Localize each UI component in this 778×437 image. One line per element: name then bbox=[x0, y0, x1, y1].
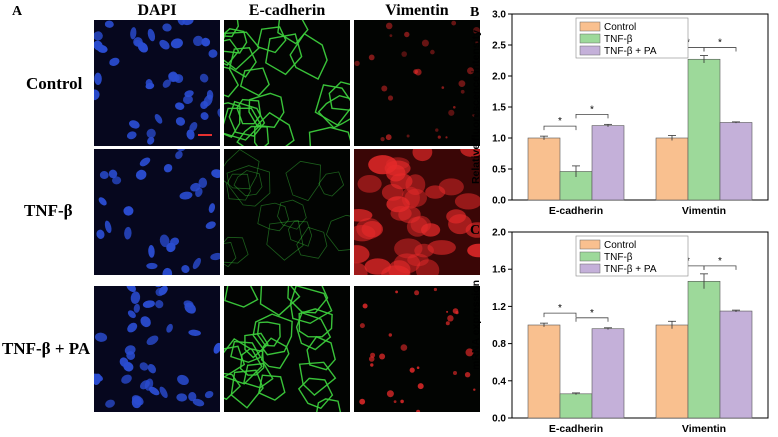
micrograph-vim-tnf-beta-pa bbox=[354, 286, 480, 412]
bar bbox=[591, 125, 625, 201]
bar bbox=[655, 137, 689, 201]
y-tick-label: 1.6 bbox=[492, 265, 506, 276]
significance-star: * bbox=[590, 308, 594, 319]
micrograph-vim-tnf-beta bbox=[354, 149, 480, 275]
y-tick-label: 0.5 bbox=[492, 165, 506, 176]
significance-bracket bbox=[543, 312, 577, 318]
row-label-tnf-beta-pa: TNF-β + PA bbox=[2, 339, 91, 358]
micrograph-dapi-tnf-beta-pa bbox=[94, 286, 220, 412]
legend-label: TNF-β + PA bbox=[604, 264, 657, 275]
significance-star: * bbox=[558, 116, 562, 127]
bar bbox=[719, 122, 753, 201]
bar bbox=[719, 310, 753, 419]
plot-frame bbox=[511, 231, 769, 419]
y-tick-label: 1.5 bbox=[492, 103, 506, 114]
legend-label: TNF-β bbox=[604, 252, 633, 263]
bar bbox=[687, 280, 721, 419]
row-label-control: Control bbox=[26, 74, 83, 93]
legend-swatch bbox=[579, 21, 601, 32]
y-tick-label: 2.0 bbox=[492, 72, 506, 83]
category-label: E-cadherin bbox=[549, 423, 603, 435]
legend-swatch bbox=[579, 45, 601, 56]
micrograph-dapi-control bbox=[94, 20, 220, 146]
legend-label: Control bbox=[604, 240, 636, 251]
column-header-vimentin: Vimentin bbox=[385, 2, 449, 19]
column-header-e-cadherin: E-cadherin bbox=[248, 2, 326, 19]
panel-letter: B bbox=[470, 5, 479, 20]
legend-swatch bbox=[579, 33, 601, 44]
bar bbox=[655, 324, 689, 419]
bar bbox=[591, 328, 625, 419]
category-label: E-cadherin bbox=[549, 205, 603, 217]
legend-label: Control bbox=[604, 22, 636, 33]
y-tick-label: 2.5 bbox=[492, 41, 506, 52]
significance-star: * bbox=[718, 256, 722, 267]
significance-bracket bbox=[575, 113, 609, 119]
y-tick-label: 1.2 bbox=[492, 302, 506, 313]
y-axis-label: Relative fluorescence intensity bbox=[470, 30, 482, 184]
chart-b: B 0.0 0.5 1.0 1.5 2.0 2.5 3.0 Relative fluoresce… bbox=[470, 5, 769, 217]
micrograph-dapi-tnf-beta bbox=[94, 149, 220, 275]
legend-label: TNF-β bbox=[604, 34, 633, 45]
micrograph-ecad-tnf-beta-pa bbox=[224, 286, 350, 412]
panel-letter: C bbox=[470, 223, 480, 238]
row-label-tnf-beta: TNF-β bbox=[24, 201, 73, 220]
bar bbox=[527, 137, 561, 201]
micrograph-ecad-control bbox=[224, 20, 350, 146]
category-label: Vimentin bbox=[682, 205, 726, 217]
legend-swatch bbox=[579, 263, 601, 274]
column-header-dapi: DAPI bbox=[137, 2, 177, 19]
legend-label: TNF-β + PA bbox=[604, 46, 657, 57]
significance-bracket bbox=[703, 47, 737, 52]
micrograph-ecad-tnf-beta bbox=[224, 149, 350, 275]
chart-c: C 0.0 0.4 0.8 1.2 1.6 2.0 mRNA expression E-cadh… bbox=[470, 223, 769, 435]
panel-a-letter: A bbox=[12, 4, 23, 19]
significance-star: * bbox=[718, 38, 722, 49]
legend-swatch bbox=[579, 251, 601, 262]
bar bbox=[527, 324, 561, 419]
micrograph-vim-control bbox=[354, 20, 480, 146]
y-tick-label: 1.0 bbox=[492, 134, 506, 145]
significance-bracket bbox=[543, 125, 577, 131]
significance-star: * bbox=[558, 303, 562, 314]
significance-bracket bbox=[703, 265, 737, 270]
y-tick-label: 0.8 bbox=[492, 339, 506, 350]
y-tick-label: 2.0 bbox=[492, 228, 506, 239]
bar bbox=[687, 58, 721, 201]
y-tick-label: 0.0 bbox=[492, 414, 506, 425]
category-label: Vimentin bbox=[682, 423, 726, 435]
y-tick-label: 0.0 bbox=[492, 196, 506, 207]
y-axis-label: mRNA expression bbox=[470, 280, 482, 370]
y-tick-label: 3.0 bbox=[492, 10, 506, 21]
bar bbox=[559, 393, 593, 419]
y-tick-label: 0.4 bbox=[492, 376, 506, 387]
significance-bracket bbox=[575, 317, 609, 322]
legend-swatch bbox=[579, 239, 601, 250]
significance-star: * bbox=[590, 104, 594, 115]
